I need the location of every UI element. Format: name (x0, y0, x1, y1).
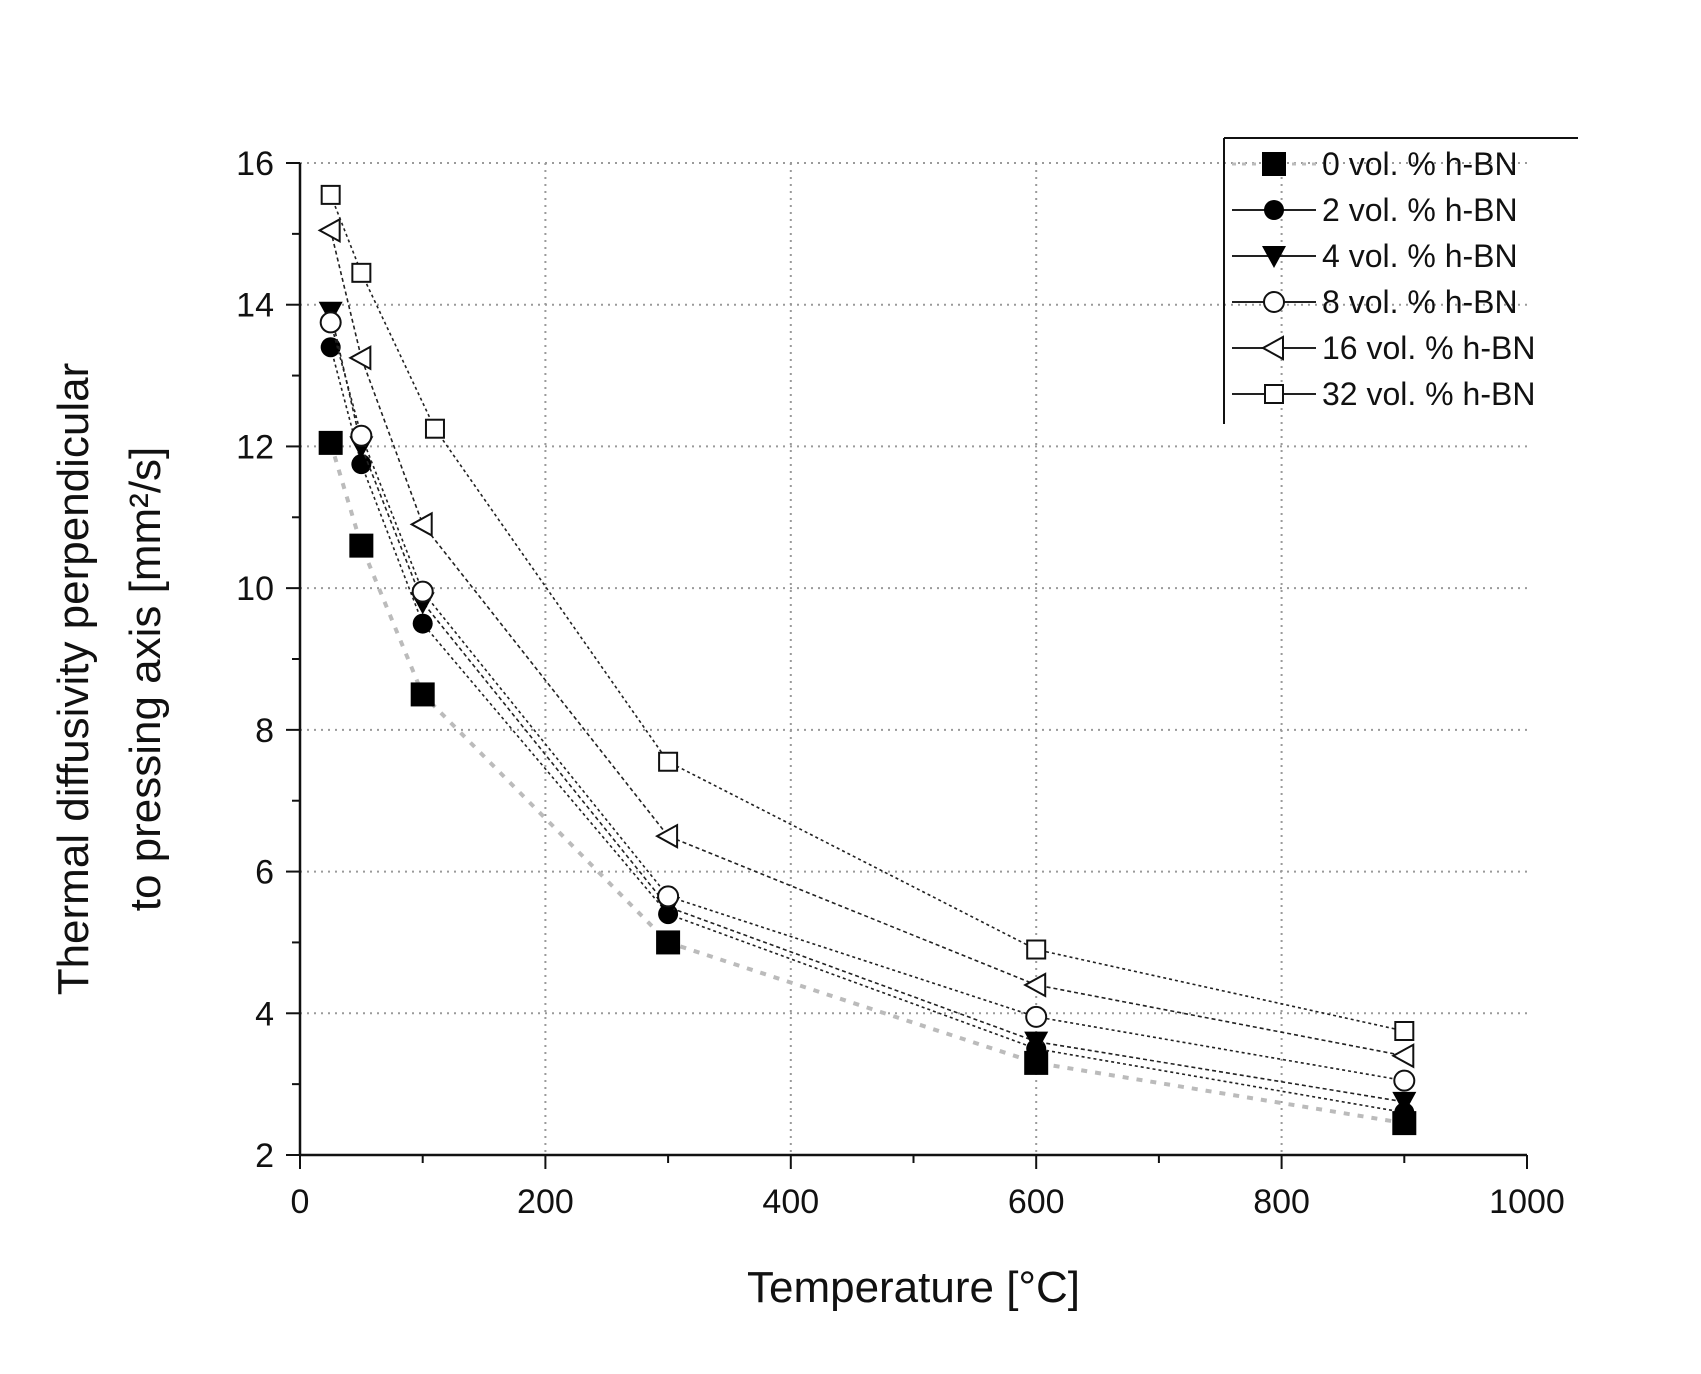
data-point (320, 184, 341, 205)
legend-marker (1262, 246, 1286, 268)
y-tick-label: 16 (236, 145, 274, 183)
y-axis-title-line-1: Thermal diffusivity perpendicular (49, 363, 98, 996)
legend-marker (1263, 291, 1285, 313)
legend-item: 0 vol. % h-BN (1232, 146, 1518, 182)
y-tick-label: 2 (255, 1137, 274, 1175)
y-tick-label: 10 (236, 570, 274, 608)
legend-label: 0 vol. % h-BN (1322, 146, 1518, 182)
data-point (424, 418, 445, 439)
x-tick-label: 600 (1008, 1183, 1065, 1221)
x-tick-label: 0 (291, 1183, 310, 1221)
data-point (409, 511, 433, 538)
data-point (317, 217, 341, 244)
y-tick-label: 12 (236, 428, 274, 466)
series-line (329, 230, 1405, 1057)
series-2 (318, 301, 1417, 1114)
x-tick-label: 800 (1253, 1183, 1310, 1221)
data-point (1392, 1091, 1417, 1114)
series-0 (318, 430, 1417, 1136)
y-tick-label: 6 (255, 854, 274, 892)
data-point (351, 262, 372, 283)
x-axis-title: Temperature [°C] (747, 1263, 1080, 1312)
data-point (655, 823, 679, 849)
legend: 0 vol. % h-BN 2 vol. % h-BN 4 vol. % h-BN 8… (1223, 137, 1578, 424)
data-point (1024, 1031, 1049, 1054)
data-point (410, 682, 435, 707)
axes: 0 200 400 600 800 1000 2 4 6 8 10 12 14 16 (236, 145, 1565, 1221)
data-point (411, 580, 434, 603)
data-point (319, 311, 342, 334)
legend-marker (1260, 335, 1284, 361)
series-line (328, 442, 1405, 1126)
y-tick-label: 8 (255, 712, 274, 750)
data-point (348, 345, 372, 371)
x-tick-label: 200 (517, 1183, 574, 1221)
data-point (1393, 1069, 1416, 1092)
legend-marker (1262, 152, 1286, 176)
legend-marker (1264, 384, 1284, 404)
data-point (1025, 1005, 1048, 1028)
legend-marker (1264, 200, 1284, 220)
data-point (656, 930, 681, 955)
legend-label: 8 vol. % h-BN (1322, 284, 1518, 320)
data-point (349, 533, 374, 558)
legend-label: 2 vol. % h-BN (1322, 192, 1518, 228)
data-point (318, 430, 343, 455)
data-point (351, 454, 372, 475)
series-3 (319, 311, 1416, 1092)
data-point (658, 751, 679, 772)
data-point (1023, 972, 1047, 998)
data-point (1394, 1021, 1415, 1041)
axis-labels: Temperature [°C] Thermal diffusivity per… (49, 363, 1080, 1312)
series-group (317, 184, 1417, 1136)
series-4 (317, 217, 1415, 1069)
data-point (657, 885, 680, 908)
legend-item: 8 vol. % h-BN (1232, 284, 1518, 320)
y-axis-title-line-2: to pressing axis [mm²/s] (121, 447, 170, 912)
data-point (350, 424, 373, 447)
data-point (1391, 1043, 1415, 1069)
data-point (1026, 939, 1047, 960)
y-tick-label: 14 (236, 287, 274, 325)
series-5 (320, 184, 1415, 1041)
legend-item: 4 vol. % h-BN (1232, 238, 1518, 274)
series-line (329, 322, 1405, 1082)
x-tick-label: 400 (762, 1183, 819, 1221)
series-line (329, 347, 1405, 1114)
y-tick-label: 4 (255, 995, 274, 1033)
x-tick-label: 1000 (1489, 1183, 1565, 1221)
legend-item: 2 vol. % h-BN (1232, 192, 1518, 228)
series-line (329, 311, 1405, 1103)
legend-item: 32 vol. % h-BN (1232, 376, 1535, 412)
data-point (412, 613, 433, 634)
legend-item: 16 vol. % h-BN (1232, 330, 1535, 366)
legend-label: 4 vol. % h-BN (1322, 238, 1518, 274)
legend-label: 32 vol. % h-BN (1322, 376, 1535, 412)
legend-label: 16 vol. % h-BN (1322, 330, 1535, 366)
